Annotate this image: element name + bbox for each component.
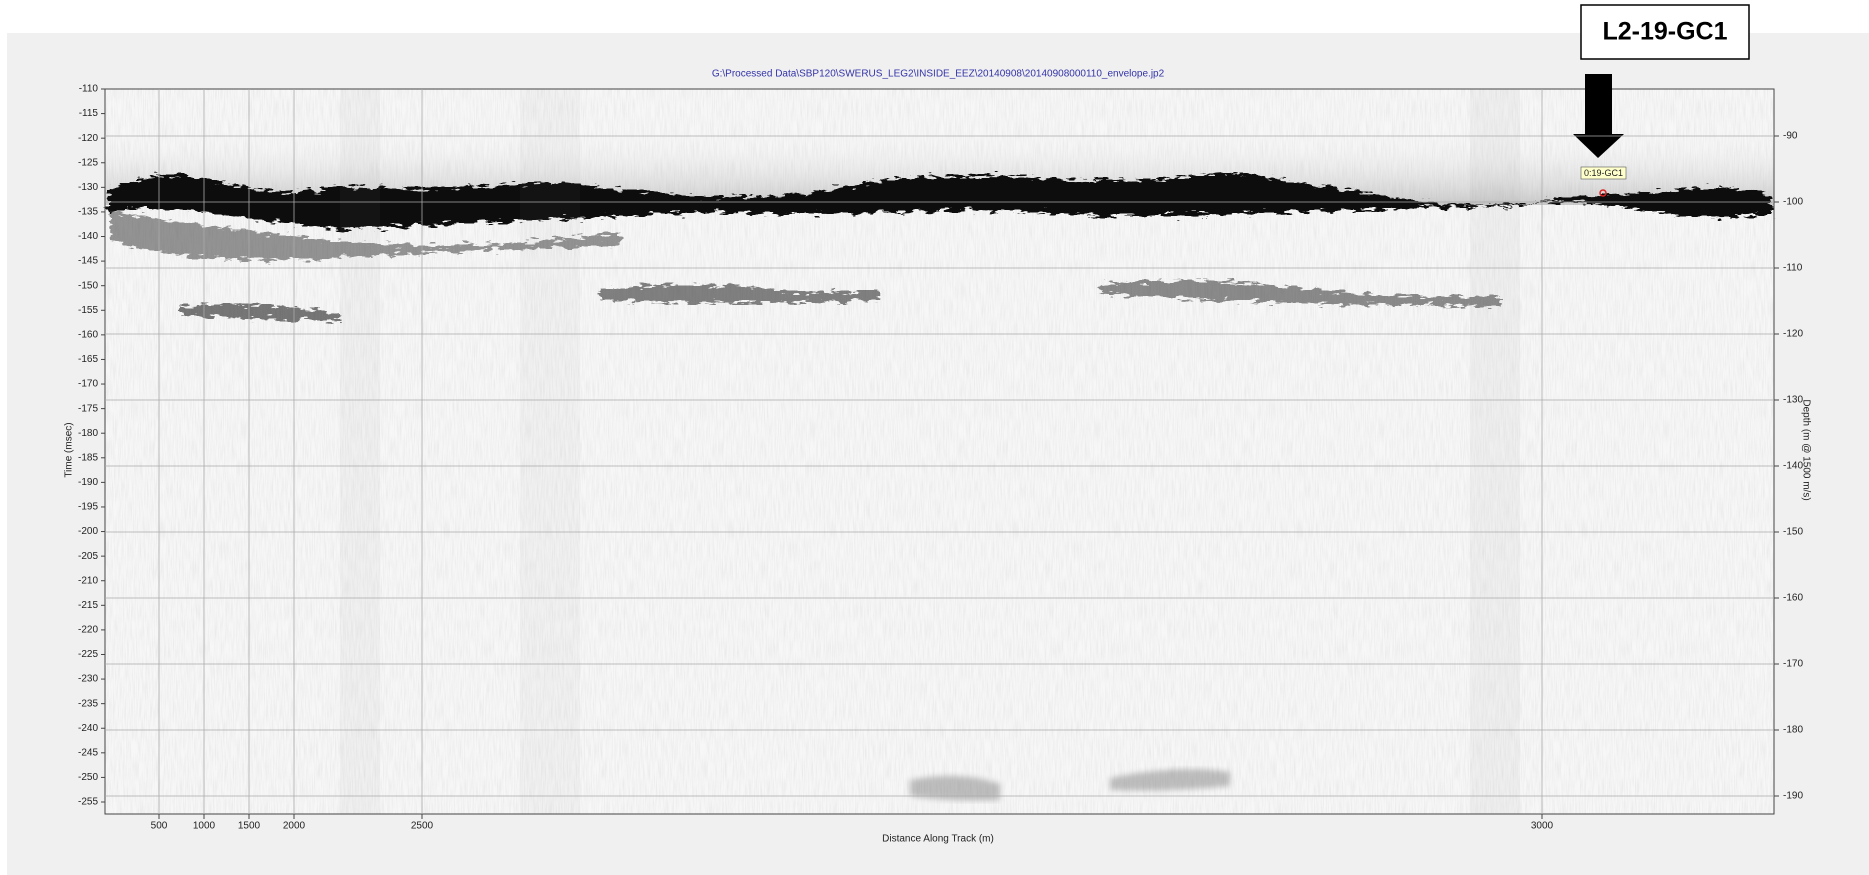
marker-label-box (1580, 166, 1627, 180)
left-tick-label: -215 (78, 600, 98, 611)
x-tick-label: 500 (151, 821, 168, 832)
plot-frame (104, 88, 1775, 815)
right-tick-label: -110 (1783, 263, 1803, 274)
left-tick-label: -180 (78, 428, 98, 439)
right-tick-label: -130 (1783, 395, 1803, 406)
core-arrow (1573, 74, 1624, 158)
left-axis-label: Time (msec) (64, 422, 75, 477)
left-tick-label: -125 (78, 157, 98, 168)
right-tick-label: -140 (1783, 461, 1803, 472)
left-tick-label: -120 (78, 133, 98, 144)
left-tick-label: -190 (78, 477, 98, 488)
left-tick-label: -255 (78, 797, 98, 808)
x-tick-label: 1000 (193, 821, 216, 832)
right-tick-label: -150 (1783, 527, 1803, 538)
right-tick-label: -190 (1783, 791, 1803, 802)
left-tick-label: -205 (78, 551, 98, 562)
right-axis-label: Depth (m @ 1500 m/s) (1800, 399, 1811, 500)
left-tick-label: -195 (78, 502, 98, 513)
right-tick-label: -90 (1783, 131, 1798, 142)
right-tick-label: -120 (1783, 329, 1803, 340)
left-tick-label: -235 (78, 698, 98, 709)
left-tick-label: -175 (78, 403, 98, 414)
left-tick-label: -135 (78, 207, 98, 218)
left-tick-label: -230 (78, 674, 98, 685)
left-tick-label: -160 (78, 330, 98, 341)
left-tick-label: -225 (78, 649, 98, 660)
core-marker[interactable] (1599, 189, 1607, 197)
left-tick-label: -155 (78, 305, 98, 316)
right-tick-label: -170 (1783, 659, 1803, 670)
left-tick-label: -240 (78, 723, 98, 734)
annotation-box (1580, 4, 1750, 60)
left-tick-label: -220 (78, 625, 98, 636)
left-tick-label: -210 (78, 575, 98, 586)
x-tick-label: 2500 (411, 821, 434, 832)
right-tick-label: -100 (1783, 197, 1803, 208)
x-axis-label: Distance Along Track (m) (882, 834, 994, 845)
right-tick-label: -180 (1783, 725, 1803, 736)
left-tick-label: -170 (78, 379, 98, 390)
x-tick-label: 3000 (1531, 821, 1554, 832)
left-tick-label: -145 (78, 256, 98, 267)
left-tick-label: -165 (78, 354, 98, 365)
left-tick-label: -150 (78, 280, 98, 291)
right-tick-label: -160 (1783, 593, 1803, 604)
marker-label: 0:19-GC1 (1584, 168, 1623, 178)
left-tick-label: -130 (78, 182, 98, 193)
left-tick-label: -200 (78, 526, 98, 537)
profile-image (105, 89, 1774, 814)
left-tick-label: -245 (78, 747, 98, 758)
left-tick-label: -250 (78, 772, 98, 783)
x-tick-label: 2000 (283, 821, 306, 832)
left-tick-label: -185 (78, 452, 98, 463)
left-tick-label: -110 (79, 84, 99, 95)
x-tick-label: 1500 (238, 821, 261, 832)
left-tick-label: -140 (78, 231, 98, 242)
left-tick-label: -115 (79, 108, 99, 119)
file-path: G:\Processed Data\SBP120\SWERUS_LEG2\INS… (712, 69, 1165, 80)
annotation-label: L2-19-GC1 (1602, 18, 1727, 46)
